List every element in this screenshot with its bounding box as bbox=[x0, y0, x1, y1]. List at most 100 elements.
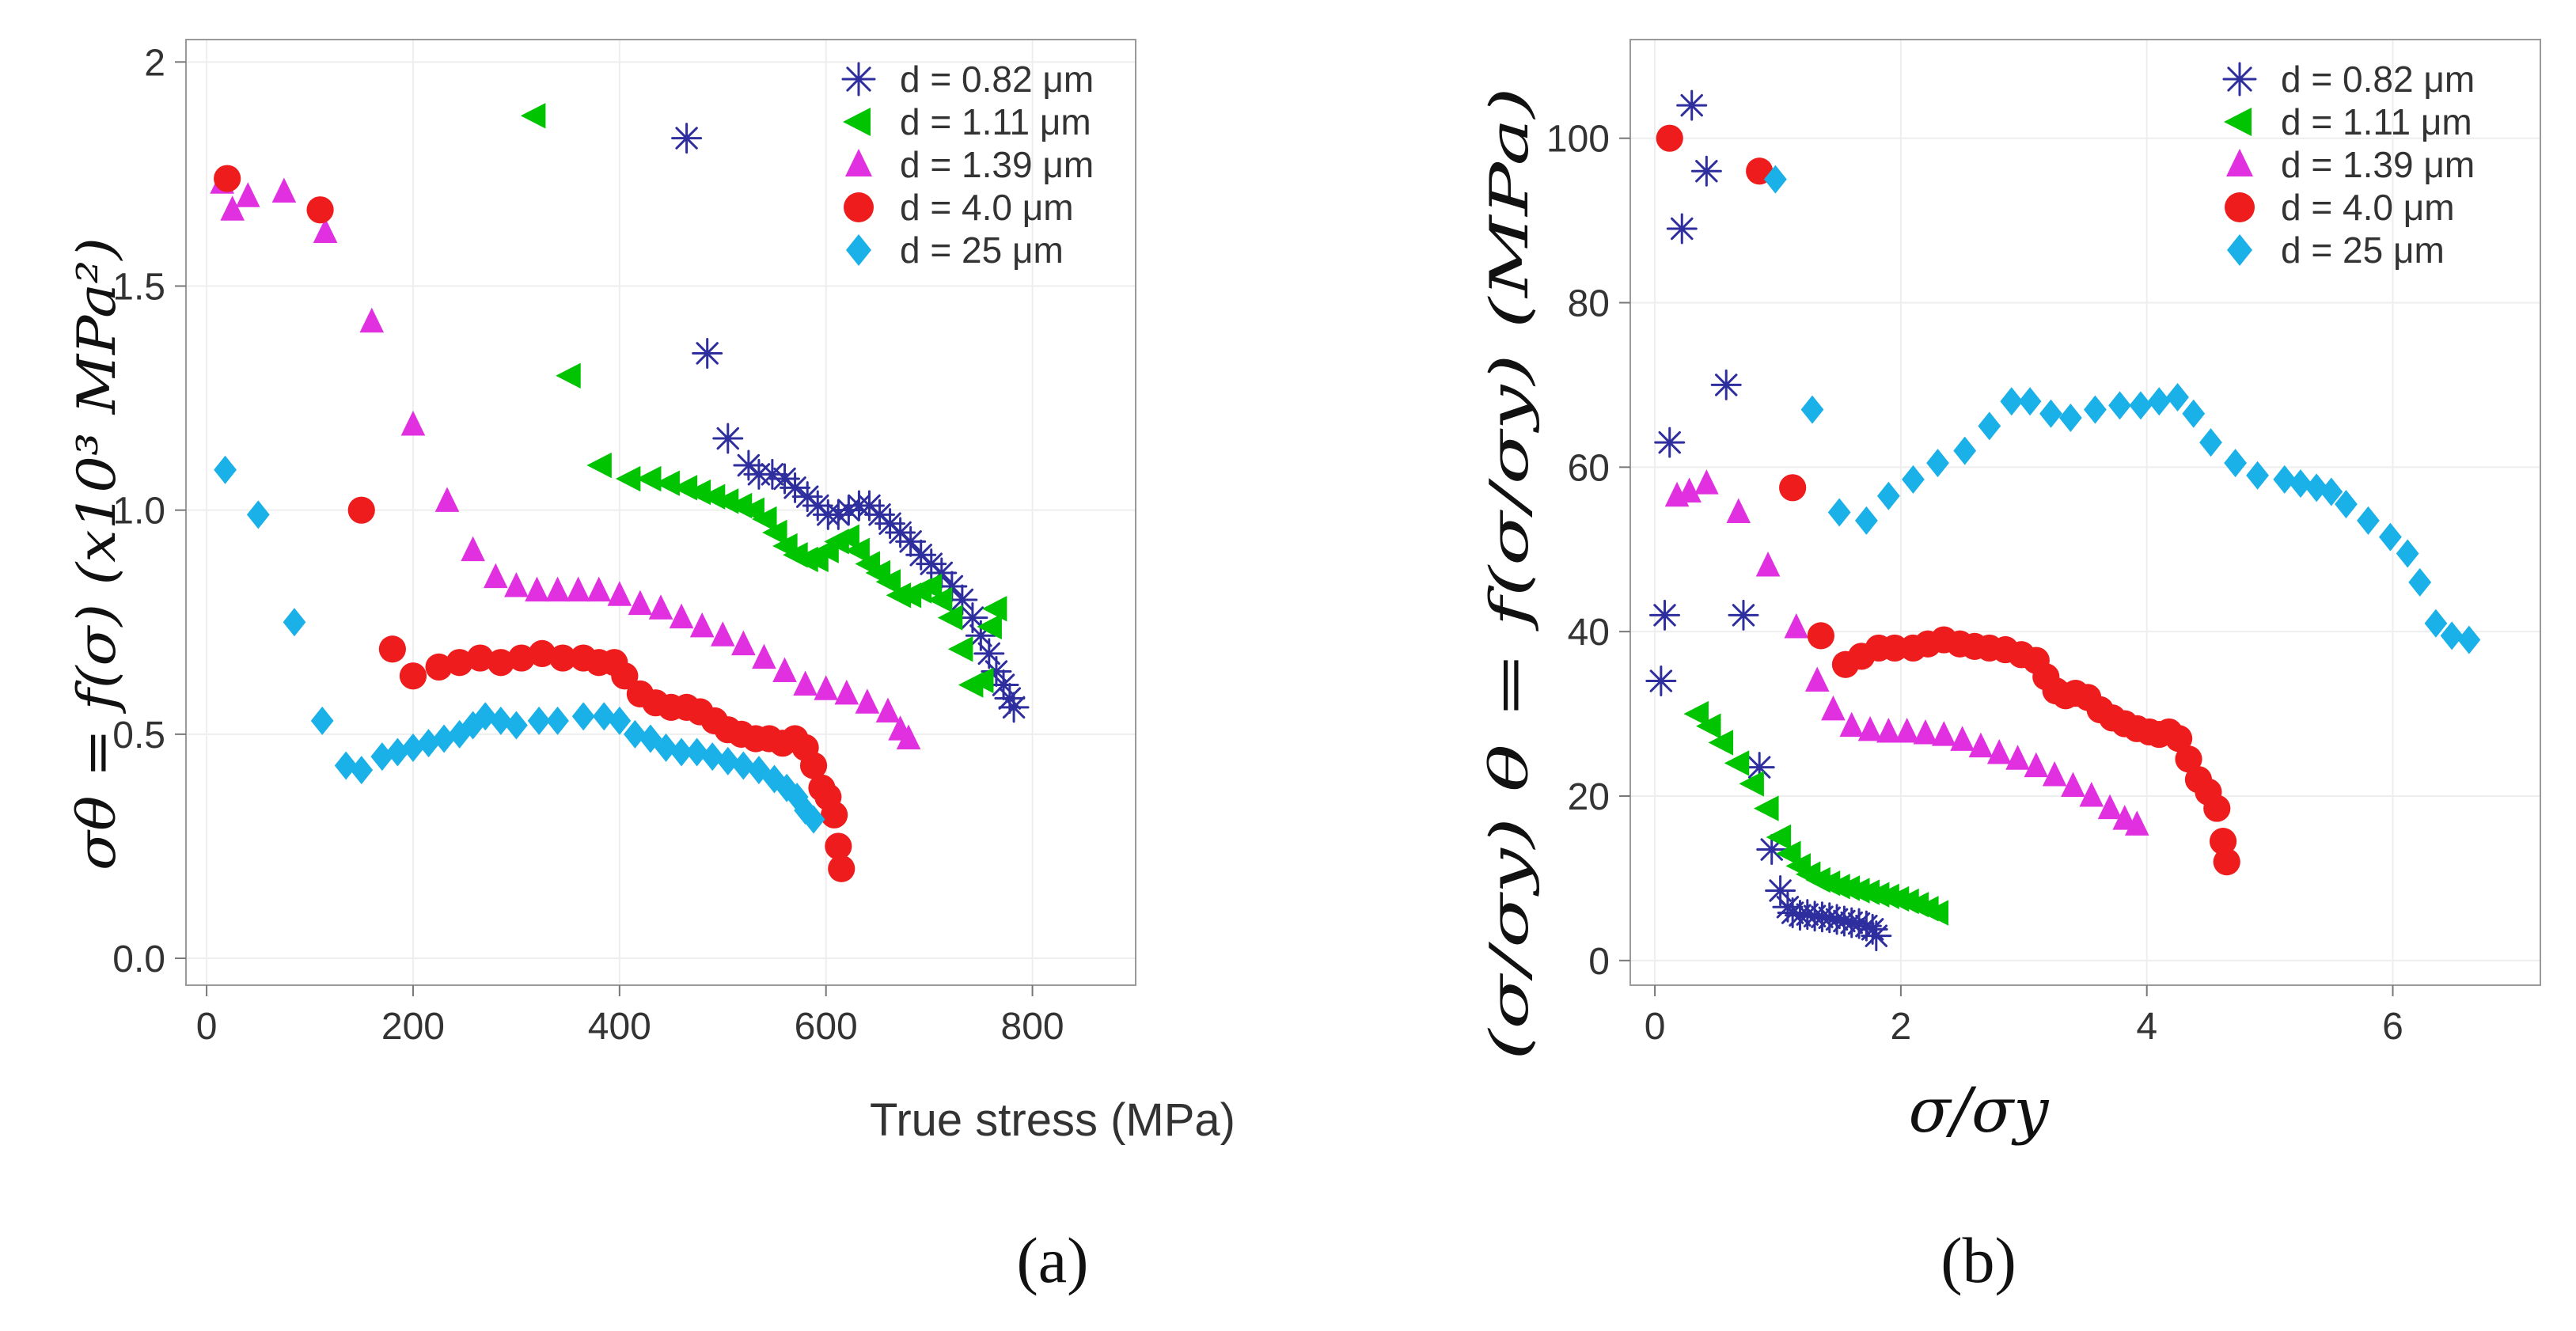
data-point bbox=[2203, 794, 2231, 822]
data-point bbox=[1743, 752, 1775, 783]
series-d-0-82-m bbox=[671, 123, 1030, 723]
chart-b-x-axis-title: σ/σy bbox=[1909, 1075, 2050, 1147]
data-point bbox=[235, 182, 260, 207]
data-point bbox=[608, 706, 632, 735]
x-tick-label: 600 bbox=[795, 1006, 858, 1048]
data-point bbox=[432, 724, 456, 753]
data-point bbox=[2440, 621, 2464, 650]
data-point bbox=[1876, 481, 1900, 510]
data-point bbox=[712, 423, 744, 454]
data-point bbox=[1656, 124, 1683, 152]
x-tick-label: 200 bbox=[381, 1006, 445, 1048]
data-point bbox=[1728, 599, 1759, 631]
data-point bbox=[2320, 477, 2343, 506]
data-point bbox=[1839, 711, 1865, 738]
y-tick-label: 20 bbox=[1568, 776, 1610, 818]
legend-label: d = 1.11 μm bbox=[2281, 101, 2472, 142]
data-point bbox=[399, 662, 427, 690]
data-point bbox=[1968, 732, 1994, 758]
data-point bbox=[2024, 752, 2049, 778]
y-tick-label: 2 bbox=[144, 42, 165, 84]
chart-a-panel-label: (a) bbox=[1016, 1224, 1088, 1296]
data-point bbox=[592, 702, 616, 731]
data-point bbox=[2182, 399, 2206, 428]
data-point bbox=[1690, 155, 1722, 187]
data-point bbox=[927, 586, 953, 613]
data-point bbox=[1821, 695, 1846, 721]
data-point bbox=[981, 596, 1007, 622]
chart-a-gridlines bbox=[186, 40, 1136, 985]
data-point bbox=[2357, 506, 2380, 535]
legend-item: d = 25 μm bbox=[846, 229, 1064, 271]
data-point bbox=[947, 636, 973, 662]
data-point bbox=[615, 465, 641, 492]
data-point bbox=[669, 603, 694, 629]
legend-item: d = 25 μm bbox=[2227, 229, 2445, 271]
data-point bbox=[385, 738, 409, 767]
data-point bbox=[635, 465, 662, 492]
data-point bbox=[484, 563, 508, 589]
data-point bbox=[2061, 772, 2085, 798]
legend-marker-triangle-up bbox=[845, 149, 872, 176]
data-point bbox=[834, 524, 859, 550]
data-point bbox=[875, 697, 901, 723]
data-point bbox=[546, 706, 569, 735]
x-tick-label: 6 bbox=[2382, 1006, 2403, 1048]
data-point bbox=[571, 702, 595, 731]
data-point bbox=[310, 706, 334, 735]
chart-b-panel-label: (b) bbox=[1941, 1224, 2016, 1296]
legend-marker-asterisk bbox=[841, 62, 876, 97]
legend-marker-circle bbox=[844, 192, 874, 222]
data-point bbox=[2396, 539, 2419, 568]
data-point bbox=[313, 218, 338, 244]
legend-marker-triangle-left bbox=[2224, 108, 2252, 136]
data-point bbox=[1694, 469, 1719, 495]
data-point bbox=[1950, 726, 1975, 751]
data-point bbox=[623, 719, 647, 749]
chart-a-y-axis-title-text: σθ = f(σ) (x10³ MPa²) bbox=[66, 237, 127, 870]
chart-a-plot-frame bbox=[185, 39, 1136, 986]
data-point bbox=[2129, 391, 2153, 420]
data-point bbox=[528, 639, 556, 668]
data-point bbox=[378, 635, 406, 663]
data-point bbox=[1754, 795, 1779, 821]
y-tick-label: 0.0 bbox=[112, 939, 165, 980]
data-point bbox=[828, 855, 856, 882]
data-point bbox=[1857, 715, 1883, 741]
data-point bbox=[520, 103, 546, 129]
data-point bbox=[998, 692, 1030, 723]
data-point bbox=[334, 751, 358, 780]
data-point bbox=[1776, 840, 1801, 866]
legend-marker-circle bbox=[2225, 192, 2255, 222]
series-d-0-82-m bbox=[1645, 89, 1892, 952]
data-point bbox=[2379, 522, 2402, 552]
data-point bbox=[214, 165, 241, 192]
series-d-25-m bbox=[1763, 165, 2481, 654]
data-point bbox=[2175, 745, 2202, 773]
chart-b-plot-frame bbox=[1629, 39, 2541, 986]
legend-label: d = 4.0 μm bbox=[2281, 187, 2455, 228]
data-point bbox=[525, 576, 549, 602]
data-point bbox=[1645, 666, 1677, 697]
data-point bbox=[214, 455, 237, 484]
data-point bbox=[2108, 391, 2131, 420]
data-point bbox=[957, 602, 988, 634]
data-point bbox=[2273, 465, 2297, 494]
chart-a-y-axis-title: σθ = f(σ) (x10³ MPa²) bbox=[66, 237, 127, 870]
y-tick-label: 100 bbox=[1546, 119, 1610, 161]
legend-item: d = 1.39 μm bbox=[2226, 144, 2475, 185]
data-point bbox=[2408, 567, 2432, 597]
y-tick-label: 60 bbox=[1568, 447, 1610, 489]
data-point bbox=[2224, 449, 2247, 478]
data-point bbox=[2305, 473, 2328, 502]
data-point bbox=[1953, 436, 1977, 465]
series-d-1-39-m bbox=[1664, 469, 2149, 836]
data-point bbox=[1676, 89, 1708, 121]
data-point bbox=[2457, 625, 2481, 654]
data-point bbox=[648, 594, 673, 620]
data-point bbox=[434, 487, 460, 512]
data-point bbox=[2289, 469, 2312, 499]
chart-a-legend: d = 0.82 μmd = 1.11 μmd = 1.39 μmd = 4.0… bbox=[841, 59, 1094, 271]
